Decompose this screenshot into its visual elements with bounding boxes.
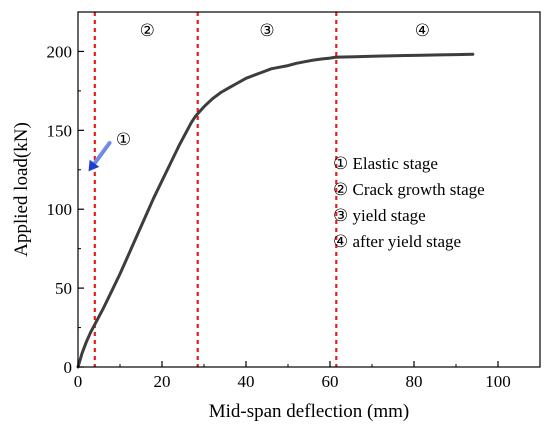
x-tick-label: 40 — [238, 372, 255, 391]
y-tick-label: 200 — [47, 42, 73, 61]
y-tick-label: 50 — [55, 279, 72, 298]
x-tick-label: 60 — [322, 372, 339, 391]
stage-label-3: ③ — [259, 21, 274, 41]
stage-label-4: ④ — [415, 21, 430, 41]
plot-frame — [77, 11, 541, 368]
legend-entry-2: ② Crack growth stage — [333, 180, 485, 199]
legend-entry-3: ③ yield stage — [333, 206, 426, 225]
x-tick-label: 20 — [154, 372, 171, 391]
elastic-annotation: ① — [88, 130, 131, 172]
stage-labels: ② ③ ④ — [140, 21, 430, 41]
stage-boundaries — [93, 12, 338, 367]
annotation-arrow-head — [88, 159, 100, 172]
annotation-arrow-shaft — [92, 140, 112, 166]
x-tick-label: 80 — [406, 372, 423, 391]
legend-entry-4: ④ after yield stage — [333, 232, 461, 251]
x-tick-label: 100 — [485, 372, 511, 391]
y-tick-label: 0 — [64, 358, 73, 377]
x-tick-label: 0 — [74, 372, 83, 391]
y-tick-label: 100 — [47, 200, 73, 219]
axis-ticks: 0 20 40 60 80 100 0 50 100 150 200 — [47, 42, 511, 391]
x-axis-label: Mid-span deflection (mm) — [209, 401, 410, 422]
legend-entry-1: ① Elastic stage — [333, 154, 438, 173]
annotation-label: ① — [116, 130, 131, 150]
series-line-1 — [76, 52, 475, 369]
legend: ① Elastic stage ② Crack growth stage ③ yie… — [333, 154, 485, 251]
y-axis-label: Applied load(kN) — [11, 122, 32, 257]
y-tick-label: 150 — [47, 121, 73, 140]
series-layer — [76, 52, 475, 369]
stage-label-2: ② — [140, 21, 155, 41]
